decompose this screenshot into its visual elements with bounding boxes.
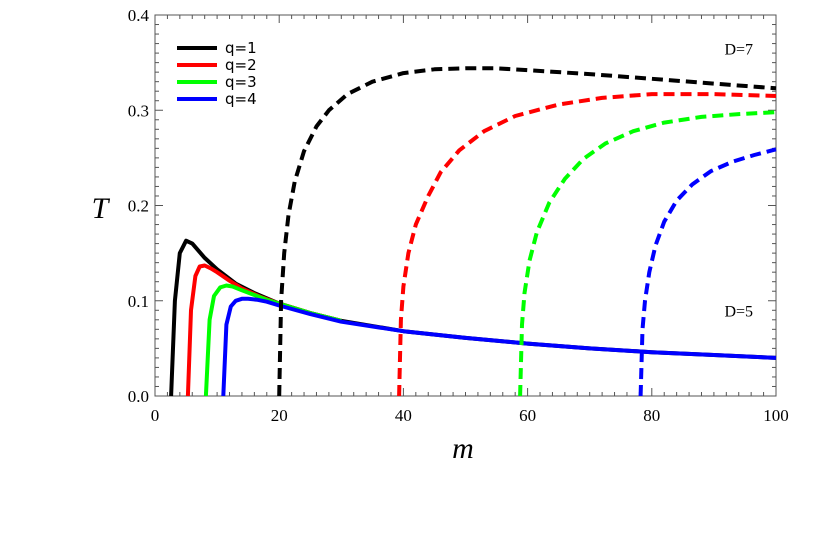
y-tick-label: 0.3: [128, 101, 149, 120]
series-line-q3-d7: [518, 110, 777, 397]
legend-label: q=3: [225, 73, 257, 91]
legend: q=1q=2q=3q=4: [177, 39, 257, 108]
x-tick-label: 20: [271, 406, 288, 425]
y-tick-label: 0.4: [128, 6, 150, 25]
x-tick-label: 0: [151, 406, 160, 425]
legend-label: q=1: [225, 39, 257, 57]
legend-label: q=4: [225, 90, 257, 108]
x-tick-label: 40: [395, 406, 412, 425]
legend-label: q=2: [225, 56, 257, 74]
series-line-q2-d7: [397, 92, 777, 397]
annotation-label: D=5: [724, 303, 753, 320]
tick-labels: 0 20 40 60 80 100 0.0 0.1 0.2 0.3 0.4: [128, 6, 789, 425]
x-axis-title: m: [452, 432, 474, 465]
y-axis-title: T: [92, 192, 111, 225]
x-tick-label: 60: [519, 406, 536, 425]
axis-ticks: [154, 14, 777, 397]
series-line-q4-d7: [638, 147, 777, 397]
series-line-q1-d5: [169, 238, 777, 397]
series-line-q4-d5: [221, 296, 777, 397]
y-tick-label: 0.2: [128, 197, 149, 216]
y-tick-label: 0.0: [128, 387, 149, 406]
annotations: D=7 D=5: [724, 41, 753, 320]
annotation-label: D=7: [724, 41, 753, 58]
curves: [169, 66, 777, 397]
x-tick-label: 100: [763, 406, 789, 425]
y-tick-label: 0.1: [128, 292, 149, 311]
x-tick-label: 80: [643, 406, 660, 425]
series-line-q1-d7: [277, 66, 777, 397]
